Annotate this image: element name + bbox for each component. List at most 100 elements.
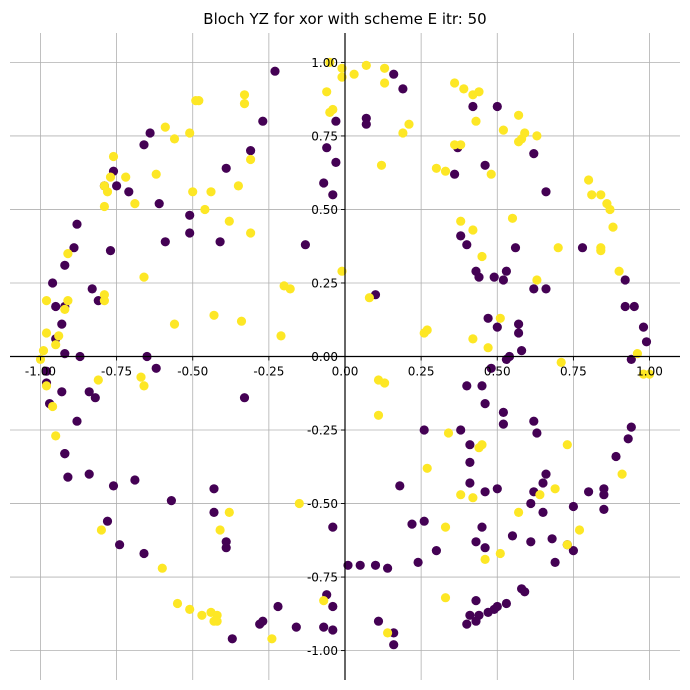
data-point (538, 507, 548, 517)
data-point (514, 507, 524, 517)
data-point (383, 628, 393, 638)
data-point (60, 304, 70, 314)
data-point (510, 243, 521, 253)
data-point (492, 101, 502, 112)
data-point (54, 331, 64, 341)
data-point (376, 160, 387, 170)
data-point (474, 272, 484, 282)
data-point (492, 322, 502, 332)
data-point (166, 496, 176, 506)
data-point (553, 243, 563, 253)
y-tick-label: 0.25 (311, 276, 338, 290)
data-point (130, 475, 140, 485)
data-point (267, 634, 277, 644)
data-point (501, 598, 511, 609)
x-tick-label: 0.25 (408, 365, 435, 379)
y-tick-label: -0.25 (307, 424, 338, 438)
data-point (105, 172, 116, 182)
data-point (459, 84, 469, 94)
data-point (361, 60, 371, 70)
data-point (626, 422, 636, 432)
data-point (547, 534, 557, 544)
data-point (246, 228, 256, 238)
y-tick-label: 0.50 (311, 203, 338, 217)
data-point (599, 490, 609, 500)
data-point (322, 143, 332, 153)
data-point (239, 90, 250, 100)
y-tick-label: -0.50 (307, 497, 338, 511)
data-point (514, 319, 524, 329)
data-point (41, 381, 52, 391)
data-point (587, 190, 597, 200)
data-point (623, 434, 633, 444)
data-point (112, 181, 122, 191)
data-point (440, 522, 451, 532)
data-point (328, 522, 338, 532)
data-point (462, 381, 472, 391)
data-point (343, 560, 353, 570)
data-point (102, 187, 113, 197)
data-point (270, 66, 280, 76)
data-point (185, 604, 195, 615)
data-point (212, 616, 222, 626)
data-point (456, 216, 466, 226)
data-point (486, 363, 496, 373)
data-point (584, 175, 594, 185)
data-point (498, 125, 508, 135)
data-point (200, 204, 210, 215)
data-point (568, 501, 579, 512)
data-point (532, 131, 542, 141)
data-point (224, 507, 234, 517)
data-point (151, 169, 161, 179)
chart-title: Bloch YZ for xor with scheme E itr: 50 (203, 10, 486, 28)
y-tick-label: -0.75 (307, 571, 338, 585)
data-point (477, 251, 487, 262)
data-point (517, 346, 527, 356)
data-point (620, 301, 630, 312)
data-point (364, 293, 374, 303)
data-point (477, 381, 487, 391)
data-point (486, 169, 496, 179)
x-tick-label: 1.00 (636, 365, 663, 379)
data-point (380, 63, 390, 73)
data-point (51, 340, 61, 350)
data-point (72, 416, 82, 426)
data-point (541, 469, 551, 479)
data-points (35, 57, 655, 650)
data-point (535, 490, 545, 500)
data-point (507, 531, 518, 541)
data-point (41, 366, 52, 376)
data-point (422, 325, 432, 335)
data-point (57, 319, 67, 329)
data-point (605, 204, 615, 215)
data-point (151, 363, 161, 373)
data-point (291, 622, 301, 632)
data-point (337, 72, 347, 82)
data-point (206, 187, 216, 197)
data-point (495, 313, 505, 323)
data-point (355, 560, 365, 570)
data-point (562, 440, 572, 450)
y-tick-label: 1.00 (311, 56, 338, 70)
data-point (440, 166, 451, 176)
data-point (215, 525, 225, 535)
data-point (239, 99, 250, 109)
data-point (389, 69, 399, 79)
data-point (477, 522, 487, 532)
data-point (105, 246, 116, 256)
data-point (480, 399, 490, 409)
data-point (197, 610, 207, 620)
data-point (483, 343, 493, 353)
data-point (498, 419, 508, 429)
data-point (431, 546, 441, 556)
data-point (160, 237, 170, 247)
data-point (526, 537, 536, 547)
data-point (596, 246, 606, 256)
data-point (160, 122, 170, 132)
data-point (48, 401, 58, 412)
data-point (456, 140, 466, 150)
data-point (84, 469, 94, 479)
data-point (529, 416, 539, 426)
data-point (273, 601, 283, 612)
data-point (550, 484, 560, 494)
